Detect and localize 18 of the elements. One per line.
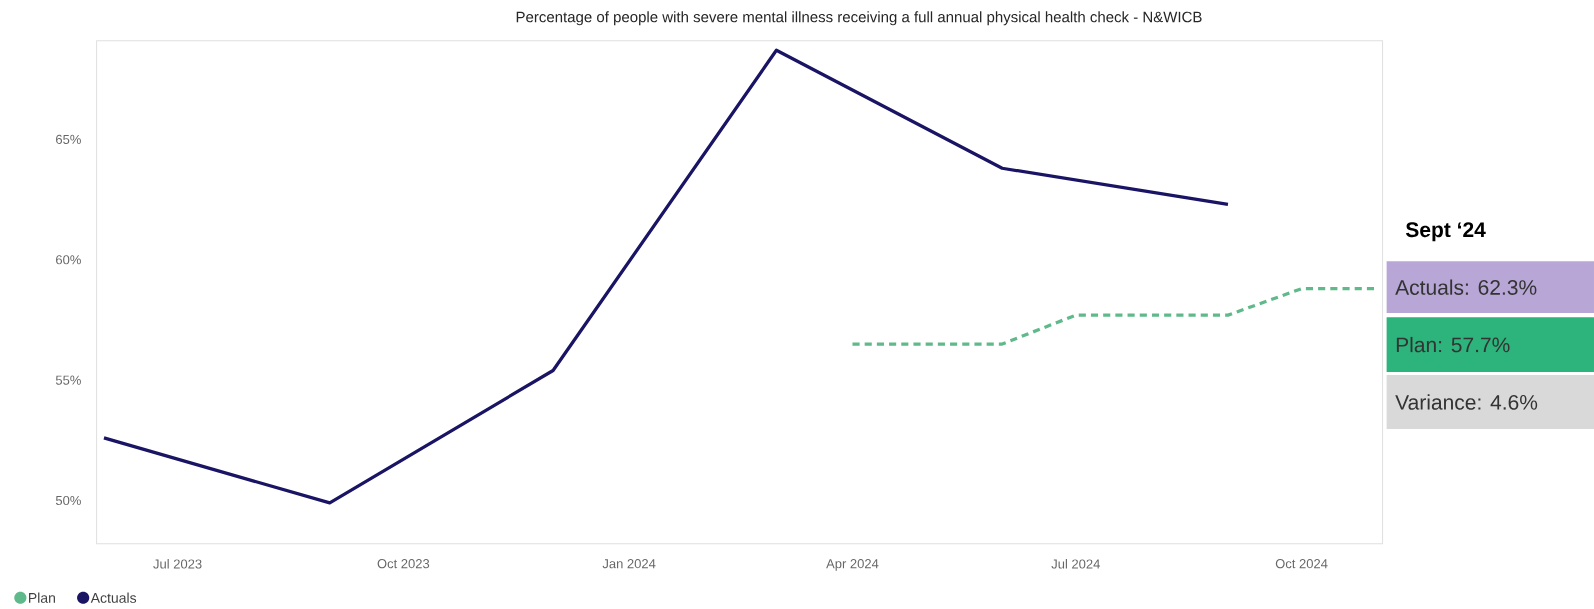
x-tick-label: Oct 2023 [377,559,430,569]
legend-label: Plan [29,592,55,603]
line-series [102,48,1230,505]
y-tick-label: 55% [55,375,81,385]
y-tick-label: 65% [56,134,81,145]
text: Sept ‘24 [1405,222,1486,242]
x-tick-label: Jul 2023 [153,559,202,569]
x-tick-label: Jul 2024 [1051,559,1100,569]
y-tick-label: 50% [55,495,81,506]
y-tick-label: 60% [56,255,81,265]
text: Actuals: 62.3% [1395,279,1537,295]
x-tick-label: Apr 2024 [826,559,879,571]
x-tick-label: Jan 2024 [602,559,656,569]
text: Variance: 4.6% [1395,394,1538,410]
x-tick-label: Oct 2024 [1275,559,1328,569]
legend-label: Actuals [90,592,137,603]
chart-title: Percentage of people with severe mental illness receiving a full annual physical health check - N&WICB [516,11,1202,26]
text: Plan: 57.7% [1396,336,1510,353]
